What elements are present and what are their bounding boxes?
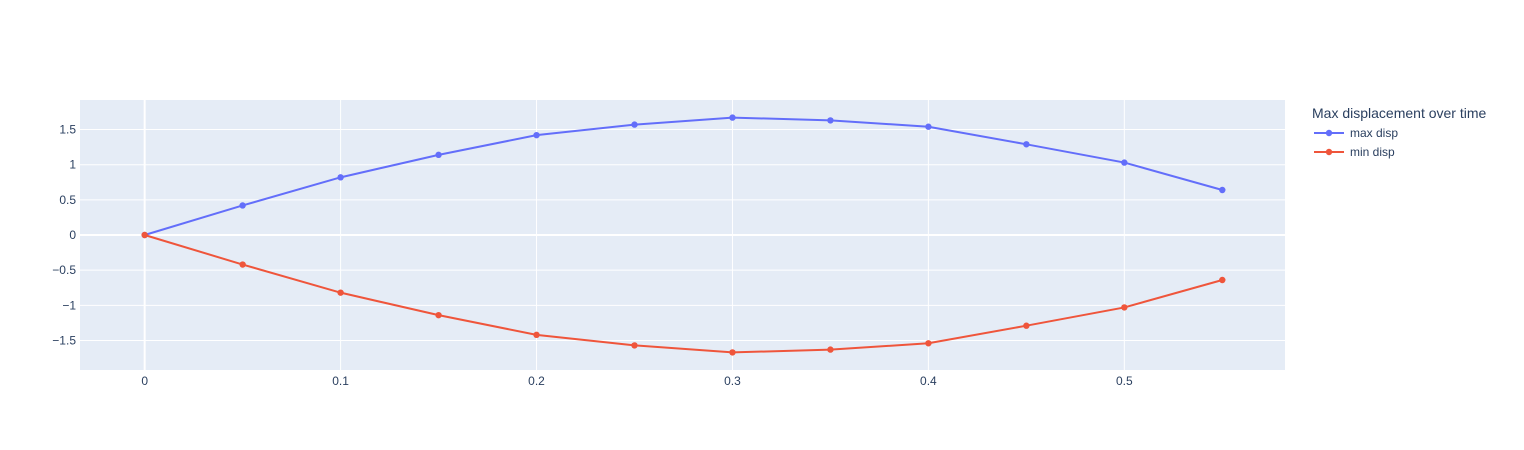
y-tick-label: 1: [69, 158, 76, 172]
y-tick-label: −1: [62, 298, 76, 312]
data-point[interactable]: [925, 123, 932, 130]
y-tick-label: 0: [69, 228, 76, 242]
series-max-disp: [141, 114, 1226, 239]
data-point[interactable]: [533, 131, 540, 139]
data-point[interactable]: [1121, 159, 1128, 166]
series-line: [144, 234, 1223, 354]
legend-items: max disp min disp: [1314, 126, 1398, 159]
series-line: [144, 116, 1223, 236]
x-tick-label: 0: [141, 374, 148, 388]
data-point[interactable]: [239, 202, 246, 209]
x-tick-label: 0.2: [528, 374, 545, 388]
data-point[interactable]: [533, 331, 540, 339]
legend-marker: [1325, 148, 1333, 156]
x-tick-label: 0.1: [332, 374, 349, 388]
data-point[interactable]: [1219, 276, 1226, 284]
legend-item[interactable]: max disp: [1314, 126, 1398, 140]
data-point[interactable]: [631, 121, 638, 128]
data-point[interactable]: [729, 349, 736, 356]
legend-label: max disp: [1350, 126, 1398, 140]
x-tick-label: 0.3: [724, 374, 741, 388]
data-point[interactable]: [337, 289, 344, 296]
data-point[interactable]: [435, 311, 442, 319]
series-min-disp: [141, 231, 1226, 356]
data-point[interactable]: [729, 114, 736, 121]
x-tick-label: 0.5: [1116, 374, 1133, 388]
data-point[interactable]: [1121, 304, 1128, 311]
legend-title: Max displacement over time: [1312, 105, 1487, 121]
legend-label: min disp: [1350, 145, 1395, 159]
y-tick-label: 1.5: [59, 123, 76, 137]
y-tick-label: 0.5: [59, 193, 76, 207]
series-lines: [141, 114, 1226, 356]
data-point[interactable]: [337, 174, 344, 181]
data-point[interactable]: [1023, 141, 1030, 148]
y-tick-label: −0.5: [52, 263, 76, 277]
legend-marker: [1325, 129, 1333, 137]
y-tick-label: −1.5: [52, 333, 76, 347]
data-point[interactable]: [827, 346, 834, 353]
x-tick-label: 0.4: [920, 374, 937, 388]
data-point[interactable]: [141, 231, 148, 239]
axes: 1.5 1 0.5 0 −0.5 −1 −1.5 0 0.1 0.2 0.3 0.4 0.5: [52, 123, 1133, 388]
data-point[interactable]: [827, 117, 834, 124]
legend: Max displacement over time max disp min d…: [1312, 105, 1487, 159]
data-point[interactable]: [1023, 322, 1030, 329]
data-point[interactable]: [435, 151, 442, 159]
grid-lines: [80, 100, 1285, 370]
data-point[interactable]: [1219, 186, 1226, 194]
data-point[interactable]: [239, 261, 246, 268]
data-point[interactable]: [925, 340, 932, 347]
data-point[interactable]: [631, 342, 638, 349]
legend-item[interactable]: min disp: [1314, 145, 1395, 159]
